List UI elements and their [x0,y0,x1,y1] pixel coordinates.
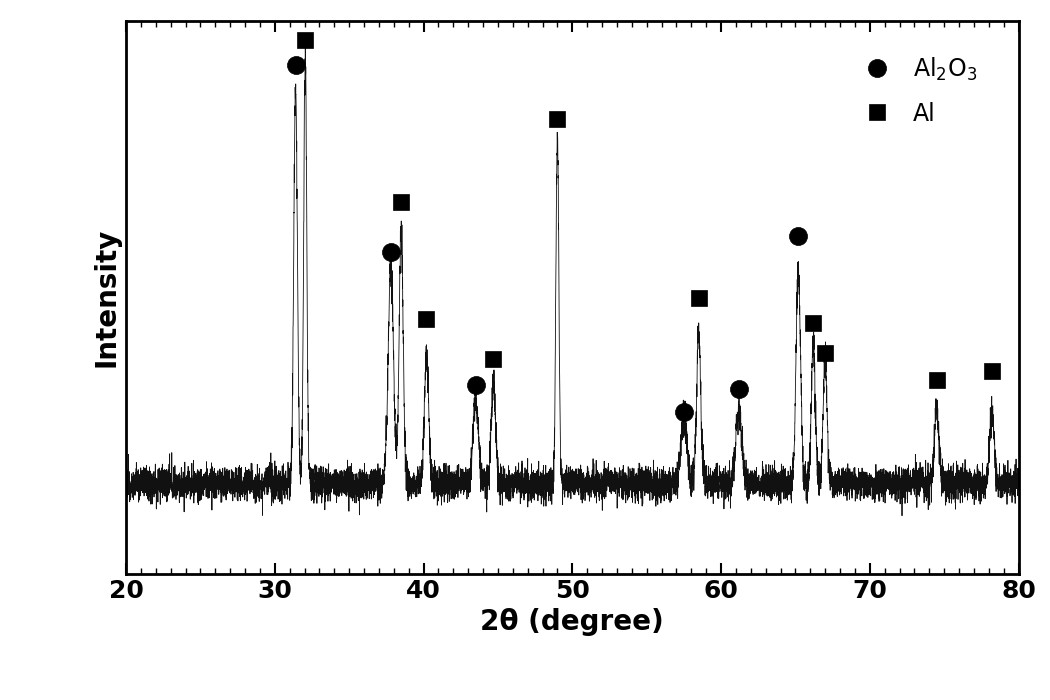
X-axis label: 2θ (degree): 2θ (degree) [481,608,664,636]
Y-axis label: Intensity: Intensity [92,228,121,368]
Legend: Al$_2$O$_3$, Al: Al$_2$O$_3$, Al [842,44,989,138]
